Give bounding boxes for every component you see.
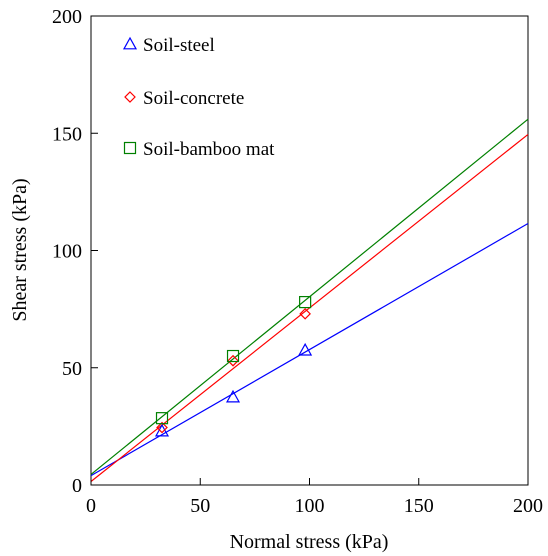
legend: Soil-steel Soil-concrete Soil-bamboo mat bbox=[122, 35, 275, 160]
x-axis: 0 50 100 150 200 bbox=[86, 478, 543, 517]
soil-concrete-point bbox=[227, 354, 239, 367]
soil-bamboo-mat-point bbox=[299, 295, 312, 309]
data-markers bbox=[154, 295, 313, 437]
y-tick-label: 200 bbox=[52, 6, 82, 28]
soil-steel-legend-label: Soil-steel bbox=[143, 35, 215, 56]
soil-bamboo-mat-legend-label: Soil-bamboo mat bbox=[143, 139, 275, 160]
x-tick-label: 150 bbox=[404, 495, 434, 517]
y-axis-label: Shear stress (kPa) bbox=[9, 178, 31, 321]
soil-concrete-point bbox=[156, 421, 168, 434]
y-tick-label: 0 bbox=[72, 475, 82, 497]
soil-steel-point bbox=[154, 423, 170, 437]
soil-bamboo-mat-point bbox=[226, 349, 240, 363]
x-tick-label: 200 bbox=[513, 495, 543, 517]
soil-steel-point bbox=[298, 342, 313, 356]
x-axis-label: Normal stress (kPa) bbox=[230, 531, 389, 553]
soil-steel-point bbox=[226, 389, 241, 403]
y-tick-label: 100 bbox=[52, 241, 82, 263]
soil-bamboo-mat-point bbox=[155, 412, 169, 425]
soil-concrete-legend-label: Soil-concrete bbox=[143, 88, 244, 109]
x-tick-label: 0 bbox=[86, 495, 96, 517]
soil-steel-fit-line bbox=[90, 223, 529, 477]
soil-steel-legend-marker bbox=[122, 36, 138, 50]
x-tick-label: 50 bbox=[190, 495, 210, 517]
y-tick-label: 50 bbox=[62, 358, 82, 380]
soil-bamboo-mat-legend-marker bbox=[123, 141, 137, 155]
y-tick-label: 150 bbox=[52, 123, 82, 145]
soil-concrete-legend-marker bbox=[124, 91, 136, 103]
fit-lines bbox=[90, 118, 529, 482]
x-tick-label: 100 bbox=[295, 495, 325, 517]
y-axis: 0 50 100 150 200 bbox=[52, 6, 98, 497]
soil-concrete-point bbox=[299, 307, 311, 320]
